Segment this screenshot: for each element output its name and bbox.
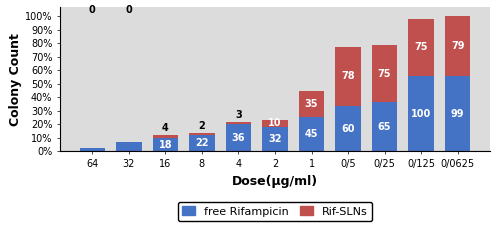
Bar	[262, 127, 288, 151]
Y-axis label: Colony Count: Colony Count	[9, 33, 22, 126]
Text: 3: 3	[235, 110, 242, 120]
Bar	[372, 45, 398, 102]
Text: 4: 4	[162, 123, 169, 133]
Bar	[189, 133, 214, 135]
Bar	[336, 47, 361, 106]
Bar	[226, 124, 252, 151]
Bar	[298, 91, 324, 117]
Bar	[408, 75, 434, 151]
Bar	[445, 76, 470, 151]
Bar	[152, 135, 178, 138]
Text: 45: 45	[305, 129, 318, 139]
Text: 78: 78	[342, 71, 355, 81]
Bar	[408, 19, 434, 75]
Text: 99: 99	[451, 109, 464, 119]
Bar	[336, 106, 361, 151]
Bar	[298, 117, 324, 151]
Text: 36: 36	[232, 133, 245, 143]
Bar	[152, 138, 178, 151]
Text: 10: 10	[268, 118, 282, 128]
Bar	[372, 102, 398, 151]
Text: 32: 32	[268, 134, 282, 144]
Text: 22: 22	[195, 138, 208, 148]
Text: 2: 2	[198, 121, 205, 131]
Text: 100: 100	[411, 109, 432, 119]
X-axis label: Dose(μg/ml): Dose(μg/ml)	[232, 175, 318, 188]
Bar	[262, 120, 288, 127]
Text: 79: 79	[451, 41, 464, 51]
Legend: free Rifampicin, Rif-SLNs: free Rifampicin, Rif-SLNs	[178, 202, 372, 221]
Text: 60: 60	[342, 124, 355, 134]
Text: 0: 0	[126, 5, 132, 15]
Text: 75: 75	[378, 69, 392, 79]
Text: 18: 18	[158, 140, 172, 150]
Bar	[80, 148, 105, 151]
Bar	[189, 135, 214, 151]
Bar	[226, 122, 252, 124]
Text: 35: 35	[305, 99, 318, 109]
Bar	[445, 17, 470, 76]
Bar	[116, 142, 141, 151]
Text: 65: 65	[378, 122, 392, 132]
Text: 0: 0	[89, 5, 96, 15]
Text: 75: 75	[414, 42, 428, 52]
